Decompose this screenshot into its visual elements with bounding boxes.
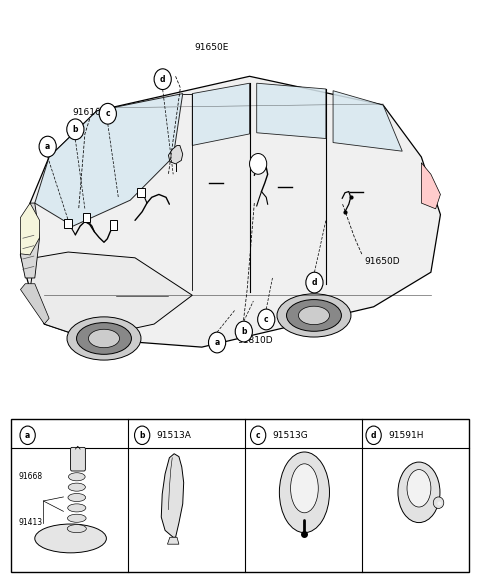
- Text: 91513G: 91513G: [273, 431, 308, 440]
- Text: 91668: 91668: [18, 472, 42, 481]
- Polygon shape: [421, 163, 441, 209]
- Circle shape: [67, 119, 84, 140]
- Ellipse shape: [287, 299, 341, 331]
- Circle shape: [20, 426, 35, 445]
- Circle shape: [208, 332, 226, 353]
- FancyBboxPatch shape: [71, 448, 85, 471]
- Bar: [11, 419, 469, 572]
- Circle shape: [154, 69, 171, 90]
- Text: 91513A: 91513A: [156, 431, 192, 440]
- Text: a: a: [215, 338, 220, 347]
- Text: d: d: [371, 431, 376, 440]
- Ellipse shape: [68, 483, 85, 491]
- Text: 91610E: 91610E: [72, 108, 107, 116]
- Circle shape: [99, 104, 116, 124]
- Polygon shape: [168, 537, 179, 544]
- Polygon shape: [21, 203, 39, 278]
- Circle shape: [235, 321, 252, 342]
- Polygon shape: [35, 94, 183, 226]
- Bar: [110, 221, 117, 229]
- Ellipse shape: [35, 524, 107, 553]
- Ellipse shape: [88, 329, 120, 348]
- Ellipse shape: [68, 514, 86, 522]
- Text: c: c: [264, 315, 268, 324]
- Circle shape: [39, 136, 56, 157]
- Text: d: d: [160, 75, 166, 84]
- Polygon shape: [21, 284, 49, 324]
- Text: 91810D: 91810D: [238, 336, 273, 345]
- Ellipse shape: [67, 317, 141, 360]
- Ellipse shape: [69, 472, 85, 481]
- Circle shape: [306, 272, 323, 293]
- Ellipse shape: [299, 306, 329, 325]
- Text: c: c: [256, 431, 261, 440]
- Ellipse shape: [68, 504, 86, 512]
- Text: 91413: 91413: [18, 518, 42, 527]
- Text: b: b: [72, 125, 78, 134]
- Polygon shape: [192, 83, 250, 145]
- Ellipse shape: [67, 525, 86, 533]
- Polygon shape: [168, 145, 183, 164]
- Circle shape: [251, 426, 266, 445]
- Polygon shape: [161, 454, 184, 537]
- Ellipse shape: [76, 323, 132, 354]
- Bar: [137, 188, 145, 197]
- Ellipse shape: [279, 452, 329, 533]
- Text: b: b: [241, 327, 247, 336]
- Ellipse shape: [407, 470, 431, 507]
- Ellipse shape: [433, 497, 444, 508]
- Text: a: a: [45, 142, 50, 151]
- Ellipse shape: [398, 462, 440, 523]
- Bar: [83, 213, 90, 222]
- Circle shape: [258, 309, 275, 330]
- Text: b: b: [139, 431, 145, 440]
- Circle shape: [366, 426, 381, 445]
- Polygon shape: [257, 83, 326, 138]
- Text: 91650D: 91650D: [364, 257, 400, 266]
- Ellipse shape: [290, 464, 318, 513]
- Polygon shape: [21, 76, 441, 347]
- Text: 91650E: 91650E: [194, 43, 228, 52]
- Text: d: d: [312, 278, 317, 287]
- Polygon shape: [21, 203, 39, 255]
- Polygon shape: [333, 91, 402, 151]
- Text: a: a: [25, 431, 30, 440]
- Circle shape: [250, 153, 267, 174]
- Polygon shape: [30, 252, 192, 339]
- Bar: [64, 219, 72, 228]
- Circle shape: [134, 426, 150, 445]
- Ellipse shape: [68, 493, 85, 501]
- Text: 91591H: 91591H: [388, 431, 423, 440]
- Text: c: c: [106, 109, 110, 118]
- Ellipse shape: [277, 294, 351, 337]
